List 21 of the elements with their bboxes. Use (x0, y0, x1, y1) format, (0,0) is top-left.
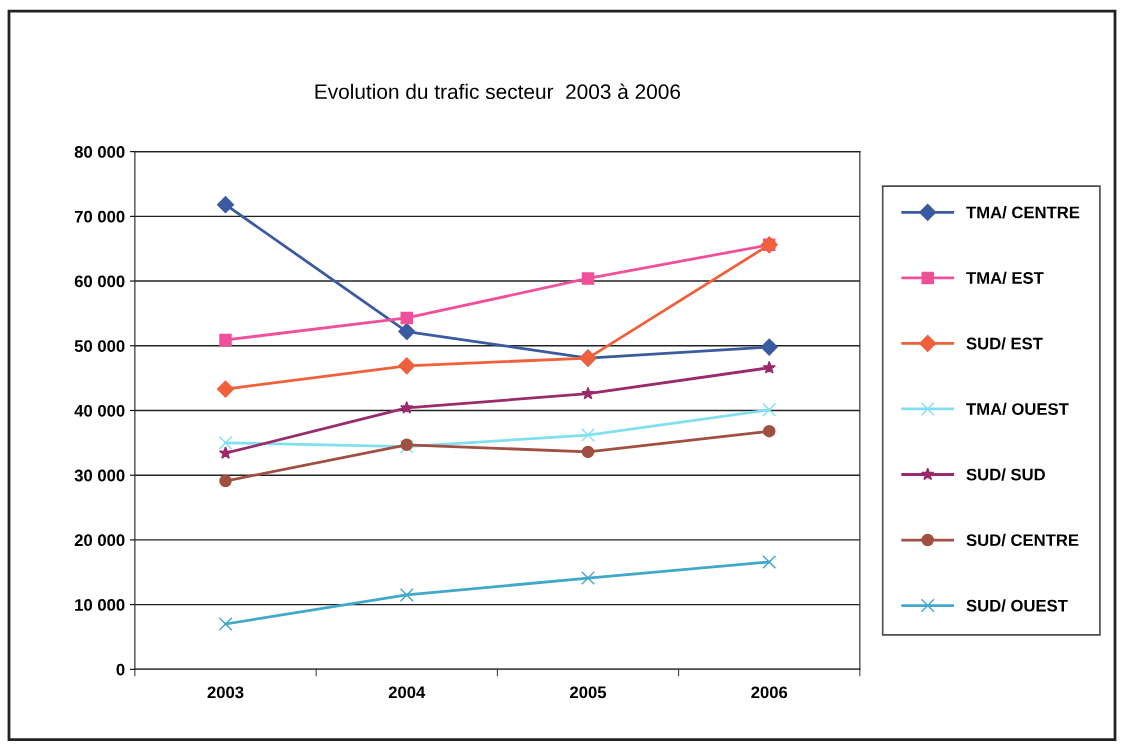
legend-label: SUD/ CENTRE (966, 533, 1079, 547)
y-tick-label: 20 000 (74, 534, 125, 547)
legend-label: TMA/ CENTRE (966, 206, 1080, 219)
chart-title: Evolution du trafic secteur 2003 à 2006 (315, 83, 681, 100)
y-tick-label: 40 000 (74, 404, 125, 417)
legend-label: SUD/ SUD (966, 468, 1045, 481)
y-tick-label: 80 000 (74, 146, 125, 158)
x-tick-label: 2005 (570, 686, 607, 699)
y-tick-label: 50 000 (74, 340, 125, 352)
x-tick-label: 2006 (751, 686, 788, 699)
x-tick-label: 2003 (207, 686, 244, 699)
y-tick-label: 70 000 (74, 210, 125, 223)
legend-label: TMA/ EST (966, 271, 1044, 285)
y-tick-label: 10 000 (75, 599, 125, 611)
legend-label: TMA/ OUEST (966, 402, 1069, 416)
y-tick-label: 30 000 (74, 469, 125, 482)
y-tick-label: 0 (116, 663, 125, 676)
y-tick-label: 60 000 (74, 275, 125, 288)
legend-label: SUD/ EST (966, 337, 1043, 350)
legend-label: SUD/ OUEST (966, 599, 1068, 612)
x-tick-label: 2004 (388, 686, 426, 699)
